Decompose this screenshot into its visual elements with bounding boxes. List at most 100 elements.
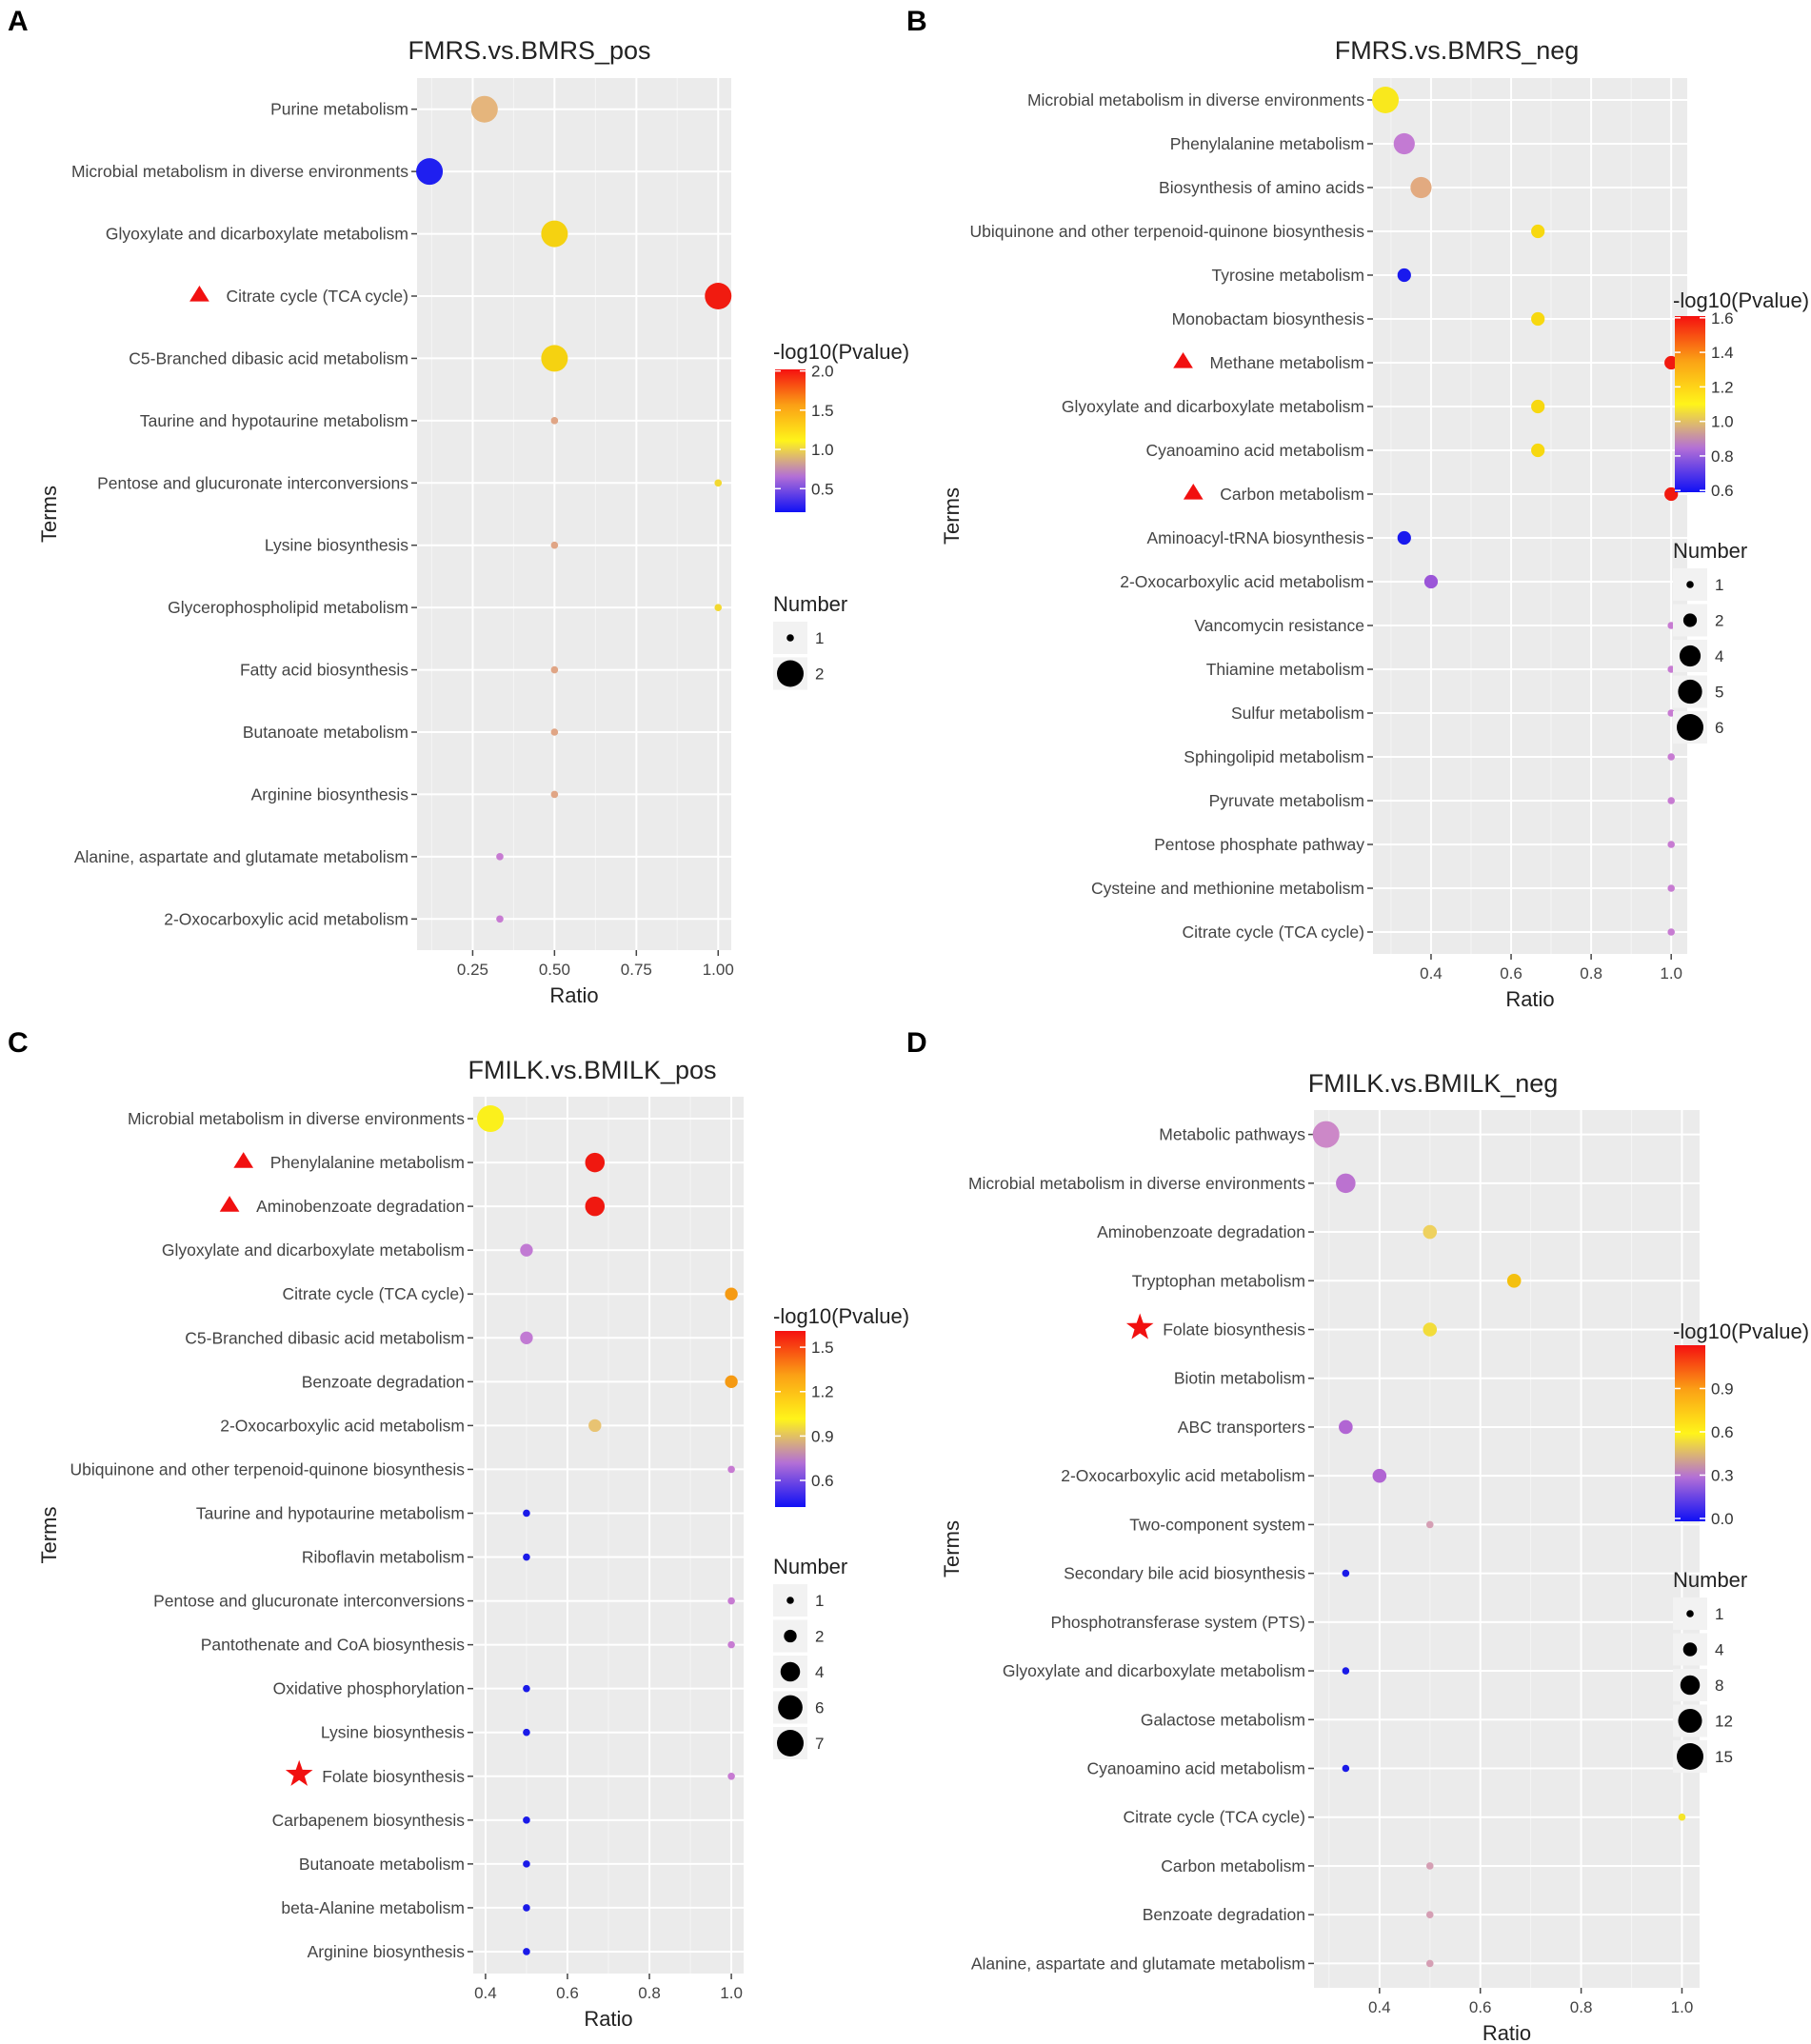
chart-title: FMILK.vs.BMILK_pos: [468, 1056, 716, 1084]
term-label: Two-component system: [1129, 1515, 1305, 1534]
term-label: Oxidative phosphorylation: [273, 1679, 465, 1698]
data-point: [585, 1196, 606, 1217]
term-label: 2-Oxocarboxylic acid metabolism: [1061, 1466, 1305, 1485]
x-axis-title: Ratio: [1505, 987, 1554, 1011]
term-label: Pentose and glucuronate interconversions: [153, 1592, 465, 1611]
data-point: [1423, 574, 1439, 589]
term-label: Sphingolipid metabolism: [1184, 747, 1364, 766]
size-legend-title: Number: [1673, 1568, 1747, 1592]
term-label: Arginine biosynthesis: [308, 1942, 466, 1961]
panel-c: C FMILK.vs.BMILK_pos Microbial metabolism …: [8, 1027, 909, 2031]
size-legend-dot: [1686, 581, 1694, 588]
colorbar-tick-label: 0.0: [1711, 1510, 1734, 1528]
data-point: [550, 790, 559, 799]
size-legend-dot: [1678, 1708, 1702, 1734]
highlight-star-icon: [285, 1759, 313, 1786]
colorbar-tick-label: 2.0: [811, 363, 834, 381]
term-label: Phenylalanine metabolism: [270, 1153, 465, 1172]
data-point: [523, 1553, 530, 1561]
data-point: [585, 1152, 606, 1173]
data-points: [416, 95, 732, 923]
x-tick-label: 0.8: [1570, 1998, 1593, 2016]
size-legend-dot: [1686, 1610, 1694, 1617]
data-point: [1667, 753, 1675, 761]
term-label: ABC transporters: [1178, 1418, 1305, 1437]
colorbar: [775, 369, 806, 512]
term-label: Fatty acid biosynthesis: [240, 661, 408, 680]
size-legend-label: 4: [1715, 1641, 1723, 1659]
highlight-triangle-icon: [219, 1196, 240, 1212]
color-legend-title: -log10(Pvalue): [1673, 1320, 1809, 1343]
data-point: [541, 220, 568, 248]
chart-title: FMRS.vs.BMRS_pos: [408, 36, 650, 65]
term-label: Cyanoamino acid metabolism: [1086, 1759, 1305, 1778]
size-legend-title: Number: [1673, 539, 1747, 563]
data-point: [1667, 797, 1675, 804]
x-tick-label: 0.4: [1420, 964, 1443, 982]
data-point: [520, 1331, 533, 1344]
highlight-triangle-icon: [233, 1152, 254, 1168]
data-point: [727, 1597, 735, 1605]
color-legend: -log10(Pvalue) 0.0 0.3 0.6 0.9: [1673, 1320, 1809, 1528]
x-tick-label: 0.6: [1500, 964, 1522, 982]
data-point: [1336, 1173, 1356, 1194]
term-label: Carbapenem biosynthesis: [272, 1811, 466, 1830]
data-point: [523, 1816, 530, 1824]
y-axis-term-labels: Metabolic pathways Microbial metabolism i…: [968, 1125, 1314, 1973]
term-label: Folate biosynthesis: [1163, 1320, 1305, 1340]
size-legend-label: 4: [1715, 647, 1723, 665]
data-point: [550, 728, 559, 736]
term-label: 2-Oxocarboxylic acid metabolism: [164, 909, 408, 928]
highlight-triangle-icon: [1183, 484, 1204, 500]
size-legend-dot: [1679, 645, 1702, 667]
panel-label: B: [906, 6, 927, 37]
term-label: Thiamine metabolism: [1206, 660, 1364, 679]
color-legend-title: -log10(Pvalue): [773, 340, 909, 364]
size-legend-label: 5: [1715, 684, 1723, 702]
size-legend-label: 1: [815, 629, 824, 647]
size-legend-label: 15: [1715, 1748, 1733, 1766]
size-legend-label: 7: [815, 1735, 824, 1753]
data-point: [1410, 176, 1432, 199]
data-point: [523, 1904, 530, 1912]
data-point: [725, 1287, 738, 1300]
data-point: [1372, 1468, 1387, 1483]
term-label: Glyoxylate and dicarboxylate metabolism: [162, 1240, 465, 1260]
data-point: [496, 915, 504, 923]
colorbar-tick-label: 1.6: [1711, 309, 1734, 327]
data-point: [550, 417, 559, 425]
term-label: C5-Branched dibasic acid metabolism: [129, 348, 408, 367]
term-label: Microbial metabolism in diverse environm…: [128, 1109, 465, 1128]
size-legend-label: 1: [1715, 1605, 1723, 1623]
data-point: [1342, 1569, 1350, 1578]
data-point: [523, 1684, 530, 1693]
x-tick-label: 1.0: [1671, 1998, 1694, 2016]
data-point: [523, 1509, 530, 1518]
term-label: Butanoate metabolism: [299, 1855, 465, 1874]
term-label: 2-Oxocarboxylic acid metabolism: [220, 1416, 465, 1435]
color-legend: -log10(Pvalue) 0.5 1.0 1.5 2.0: [773, 340, 909, 512]
data-point: [1667, 841, 1675, 848]
colorbar-tick-label: 1.2: [811, 1383, 834, 1401]
colorbar-tick-label: 1.0: [1711, 413, 1734, 431]
term-label: Alanine, aspartate and glutamate metabol…: [74, 847, 408, 866]
x-axis-title: Ratio: [584, 2007, 632, 2031]
highlight-star-icon: [1125, 1313, 1154, 1340]
data-point: [1397, 530, 1411, 546]
term-label: Microbial metabolism in diverse environm…: [71, 162, 408, 181]
term-label: C5-Branched dibasic acid metabolism: [185, 1328, 465, 1347]
data-point: [1531, 399, 1545, 414]
data-point: [1312, 1121, 1340, 1148]
data-point: [523, 1948, 530, 1955]
size-legend-title: Number: [773, 1555, 847, 1578]
panel-b: B FMRS.vs.BMRS_neg Microbial metabolism in…: [906, 6, 1809, 1011]
data-point: [1342, 1667, 1350, 1675]
x-tick-label: 0.75: [621, 961, 652, 979]
colorbar-tick-label: 0.6: [1711, 1423, 1734, 1441]
x-axis-title: Ratio: [1483, 2021, 1531, 2044]
term-label: Carbon metabolism: [1161, 1856, 1305, 1875]
color-legend: -log10(Pvalue) 0.6 0.8 1.0 1.2 1.4 1.6: [1673, 288, 1809, 500]
term-label: Purine metabolism: [270, 100, 408, 119]
color-legend: -log10(Pvalue) 0.6 0.9 1.2 1.5: [773, 1304, 909, 1507]
plot-background: [1314, 1110, 1700, 1988]
